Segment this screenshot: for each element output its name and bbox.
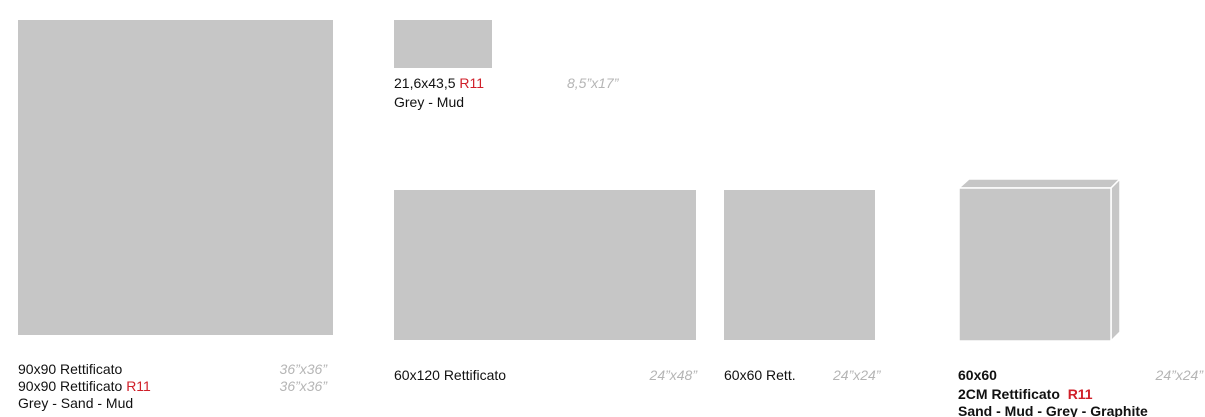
format-text: 60x120 Rettificato	[394, 367, 507, 383]
format-text: 60x60	[958, 367, 997, 383]
tile-image	[18, 20, 333, 335]
imperial-size: 24”x24”	[833, 367, 881, 383]
imperial-size: 24”x48”	[649, 367, 697, 383]
colors-text: Grey - Sand - Mud	[18, 395, 134, 411]
r11-tag: R11	[459, 75, 485, 91]
format-text: 21,6x43,5	[394, 75, 456, 91]
tile-image	[394, 20, 492, 68]
colors-text: Grey - Mud	[394, 94, 465, 110]
format-text: 90x90 Rettificato	[18, 378, 123, 394]
tile-image	[394, 190, 696, 340]
format-text: 90x90 Rettificato	[18, 361, 123, 377]
format-text: 60x60 Rett.	[724, 367, 796, 383]
format-line: 90x90 Rettificato	[18, 361, 122, 377]
tile-top	[957, 178, 1122, 189]
tile-image	[724, 190, 875, 340]
format-line: 90x90 Rettificato R11	[18, 378, 151, 394]
colors-text: Sand - Mud - Grey - Graphite	[958, 403, 1148, 417]
imperial-size: 36”x36”	[279, 378, 327, 394]
imperial-size: 8,5”x17”	[567, 75, 619, 91]
tile-side	[1110, 178, 1121, 343]
imperial-size: 36”x36”	[279, 361, 327, 377]
imperial-size: 24”x24”	[1155, 367, 1203, 383]
r11-tag: R11	[1067, 386, 1093, 402]
format-line: 2CM Rettificato R11	[958, 386, 1093, 402]
r11-tag: R11	[126, 378, 151, 394]
tile-front	[958, 187, 1112, 342]
format-text: 2CM Rettificato	[958, 386, 1060, 402]
format-line: 21,6x43,5 R11	[394, 75, 484, 91]
tile-3d-image	[957, 178, 1122, 343]
